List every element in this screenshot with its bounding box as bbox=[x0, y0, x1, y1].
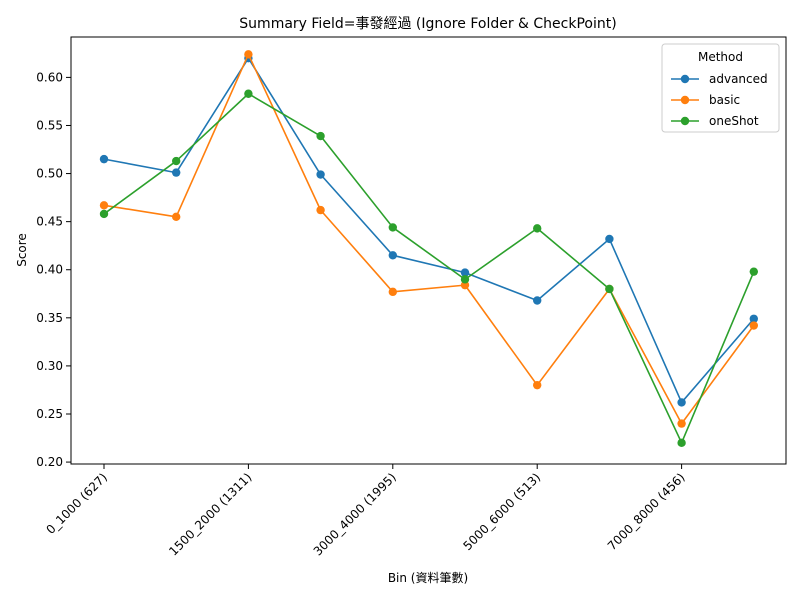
data-point-basic bbox=[533, 380, 542, 390]
legend: Method advanced basic oneShot bbox=[661, 43, 780, 133]
y-axis-title: Score bbox=[15, 233, 29, 267]
x-tick-label: 5000_6000 (513) bbox=[460, 470, 543, 553]
y-tick-label: 0.20 bbox=[36, 455, 63, 469]
data-point-advanced bbox=[172, 168, 181, 177]
data-point-advanced bbox=[749, 314, 758, 323]
data-point-advanced bbox=[99, 154, 109, 164]
legend-marker-advanced bbox=[680, 74, 690, 84]
data-point-oneShot bbox=[316, 131, 325, 141]
x-axis-title: Bin (資料筆數) bbox=[388, 571, 468, 585]
data-point-advanced bbox=[388, 251, 397, 260]
series-line-advanced bbox=[103, 57, 755, 404]
data-point-oneShot bbox=[460, 275, 470, 284]
data-point-basic bbox=[244, 50, 253, 59]
data-point-basic bbox=[749, 321, 758, 330]
data-point-oneShot bbox=[244, 89, 253, 98]
data-point-oneShot bbox=[749, 267, 758, 276]
x-tick-label: 1500_2000 (1311) bbox=[166, 470, 254, 558]
y-tick-label: 0.50 bbox=[36, 167, 63, 181]
data-point-oneShot bbox=[172, 156, 181, 166]
legend-marker-basic bbox=[680, 95, 690, 105]
data-point-basic bbox=[316, 205, 325, 215]
y-tick-label: 0.45 bbox=[36, 215, 63, 229]
x-tick-label: 7000_8000 (456) bbox=[605, 470, 688, 553]
legend-label-basic: basic bbox=[709, 93, 740, 107]
data-point-advanced bbox=[533, 296, 542, 305]
axes-frame bbox=[70, 36, 787, 465]
data-point-oneShot bbox=[388, 223, 397, 232]
series-line-oneShot bbox=[103, 92, 755, 444]
legend-label-oneShot: oneShot bbox=[709, 114, 759, 128]
data-point-oneShot bbox=[677, 438, 686, 448]
legend-box bbox=[661, 43, 780, 133]
data-point-basic bbox=[172, 212, 181, 222]
legend-title: Method bbox=[698, 50, 743, 64]
y-tick-label: 0.25 bbox=[36, 407, 63, 421]
chart-title: Summary Field=事發經過 (Ignore Folder & Chec… bbox=[239, 16, 616, 32]
legend-marker-oneShot bbox=[680, 116, 690, 126]
y-tick-label: 0.30 bbox=[36, 359, 63, 373]
data-point-advanced bbox=[460, 268, 470, 277]
data-point-advanced bbox=[316, 170, 325, 179]
y-tick-label: 0.60 bbox=[36, 70, 63, 84]
data-point-basic bbox=[460, 280, 470, 290]
y-tick-label: 0.35 bbox=[36, 311, 63, 325]
legend-label-advanced: advanced bbox=[709, 72, 768, 86]
series-line-basic bbox=[103, 53, 755, 425]
data-point-oneShot bbox=[605, 284, 614, 294]
data-point-oneShot bbox=[533, 224, 542, 233]
x-tick-label: 3000_4000 (1995) bbox=[311, 470, 399, 558]
data-point-advanced bbox=[677, 398, 686, 407]
y-tick-label: 0.55 bbox=[36, 118, 63, 132]
data-point-oneShot bbox=[99, 209, 109, 219]
data-point-basic bbox=[388, 287, 397, 297]
x-tick-label: 0_1000 (627) bbox=[43, 470, 110, 537]
data-point-basic bbox=[99, 201, 109, 210]
y-tick-label: 0.40 bbox=[36, 263, 63, 277]
data-point-advanced bbox=[605, 234, 614, 244]
data-point-basic bbox=[677, 419, 686, 428]
